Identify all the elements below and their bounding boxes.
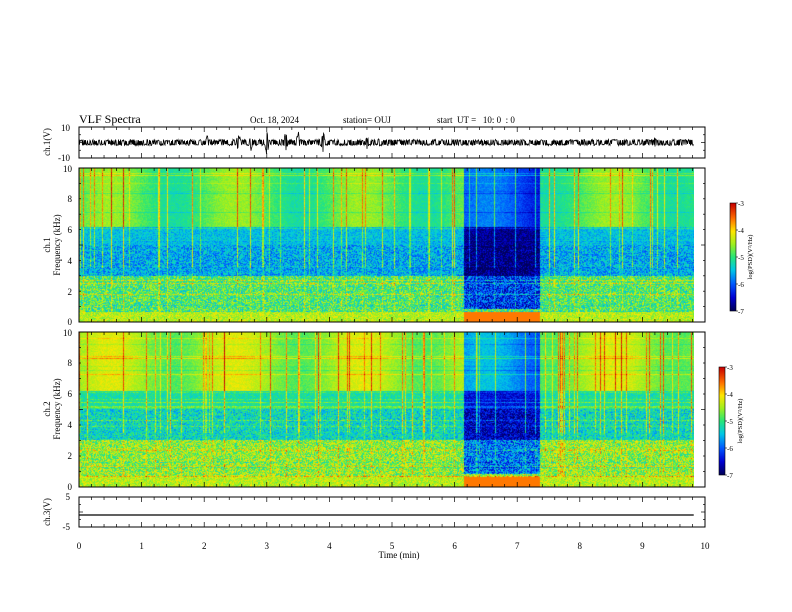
ch2-cbar-tick-m4: -4 — [727, 391, 733, 399]
ch1-cbar-tick-m4: -4 — [738, 227, 744, 235]
ch2-spec-ytick-6: 6 — [68, 389, 73, 399]
ch2-spectrogram-ylabel-channel: ch.2 — [42, 401, 52, 416]
ch1-spec-ytick-6: 6 — [68, 225, 73, 235]
ch1-spectrogram-ylabel-frequency: Frequency (kHz) — [52, 214, 62, 275]
ch2-spectrogram-image — [79, 332, 694, 487]
time-axis-tick-4: 4 — [327, 541, 332, 551]
ch1-cbar-tick-m6: -6 — [738, 281, 744, 289]
ch2-spectrogram-panel: 0 2 4 6 8 10 ch.2 Frequency (kHz) -3 -4 … — [42, 328, 744, 492]
ch1-ytick-bottom: -10 — [58, 153, 70, 163]
ch2-spec-ytick-10: 10 — [63, 328, 73, 338]
ch2-colorbar-label: log(PSD)(V²/Hz) — [737, 399, 744, 444]
ch1-waveform-ylabel: ch.1(V) — [42, 128, 52, 156]
time-axis-tick-6: 6 — [452, 541, 457, 551]
ch1-ytick-top: 10 — [61, 123, 71, 133]
ch2-spec-ytick-0: 0 — [68, 482, 73, 492]
ch3-waveform-ticks — [78, 496, 706, 528]
ch2-spec-ytick-8: 8 — [68, 358, 73, 368]
ch1-spectrogram-yticklabels: 0 2 4 6 8 10 — [63, 164, 73, 327]
ch3-waveform-frame — [78, 496, 706, 528]
ch2-spectrogram-frame — [78, 331, 706, 488]
ch1-waveform-frame — [78, 126, 706, 159]
ch2-spec-ytick-2: 2 — [68, 451, 73, 461]
ch1-colorbar-image — [730, 203, 736, 311]
ch2-cbar-tick-m3: -3 — [727, 364, 733, 372]
ch1-waveform-panel: 10 -10 ch.1(V) — [42, 123, 706, 163]
ch1-spectrogram-frame — [78, 167, 706, 323]
ch2-cbar-tick-m7: -7 — [727, 472, 733, 480]
ch2-colorbar-ticklabels: -3 -4 -5 -6 -7 — [727, 364, 733, 480]
ch1-cbar-tick-m7: -7 — [738, 308, 744, 316]
ch2-spectrogram-ylabel-frequency: Frequency (kHz) — [52, 378, 62, 439]
ch1-spectrogram-panel: 0 2 4 6 8 10 ch.1 Frequency (kHz) -3 -4 … — [42, 164, 754, 327]
time-axis-tick-0: 0 — [77, 541, 82, 551]
time-axis-label: Time (min) — [379, 550, 420, 560]
ch1-colorbar-ticklabels: -3 -4 -5 -6 -7 — [738, 200, 744, 316]
time-axis-tick-9: 9 — [640, 541, 645, 551]
ch3-ytick-bottom: -5 — [63, 522, 71, 532]
time-axis-ticklabels: 0 1 2 3 4 5 6 7 8 9 10 — [77, 541, 710, 551]
ch1-cbar-tick-m5: -5 — [738, 254, 744, 262]
ch2-cbar-tick-m6: -6 — [727, 445, 733, 453]
time-axis-tick-5: 5 — [390, 541, 395, 551]
figure-title: VLF Spectra — [79, 112, 141, 126]
ch2-spectrogram-yticklabels: 0 2 4 6 8 10 — [63, 328, 73, 492]
ch2-colorbar-ticks — [725, 366, 727, 476]
ch1-spec-ytick-10: 10 — [63, 164, 73, 174]
ch1-colorbar-label: log(PSD)(V²/Hz) — [747, 235, 754, 280]
start-time-label: start UT = 10: 0 : 0 — [437, 115, 515, 125]
time-axis-tick-2: 2 — [202, 541, 207, 551]
ch3-waveform-panel: 5 -5 ch.3(V) — [42, 492, 706, 532]
ch2-cbar-tick-m5: -5 — [727, 418, 733, 426]
time-axis-tick-3: 3 — [265, 541, 270, 551]
time-axis-tick-8: 8 — [578, 541, 583, 551]
ch1-spec-ytick-8: 8 — [68, 194, 73, 204]
ch3-ytick-top: 5 — [66, 492, 71, 502]
station-label: station= OUJ — [343, 115, 391, 125]
ch1-spectrogram-image — [79, 168, 694, 322]
ch1-waveform-trace — [78, 131, 694, 154]
ch2-colorbar-image — [719, 367, 725, 475]
ch1-spec-ytick-4: 4 — [68, 256, 73, 266]
date-label: Oct. 18, 2024 — [250, 115, 299, 125]
ch1-spec-ytick-0: 0 — [68, 317, 73, 327]
ch1-cbar-tick-m3: -3 — [738, 200, 744, 208]
ch3-waveform-ylabel: ch.3(V) — [42, 498, 52, 526]
ch1-spectrogram-ylabel-channel: ch.1 — [42, 237, 52, 252]
time-axis-tick-7: 7 — [515, 541, 520, 551]
ch1-spec-ytick-2: 2 — [68, 287, 73, 297]
time-axis-tick-1: 1 — [139, 541, 144, 551]
ch2-spec-ytick-4: 4 — [68, 420, 73, 430]
time-axis-tick-10: 10 — [701, 541, 711, 551]
ch1-colorbar-ticks — [736, 202, 738, 312]
